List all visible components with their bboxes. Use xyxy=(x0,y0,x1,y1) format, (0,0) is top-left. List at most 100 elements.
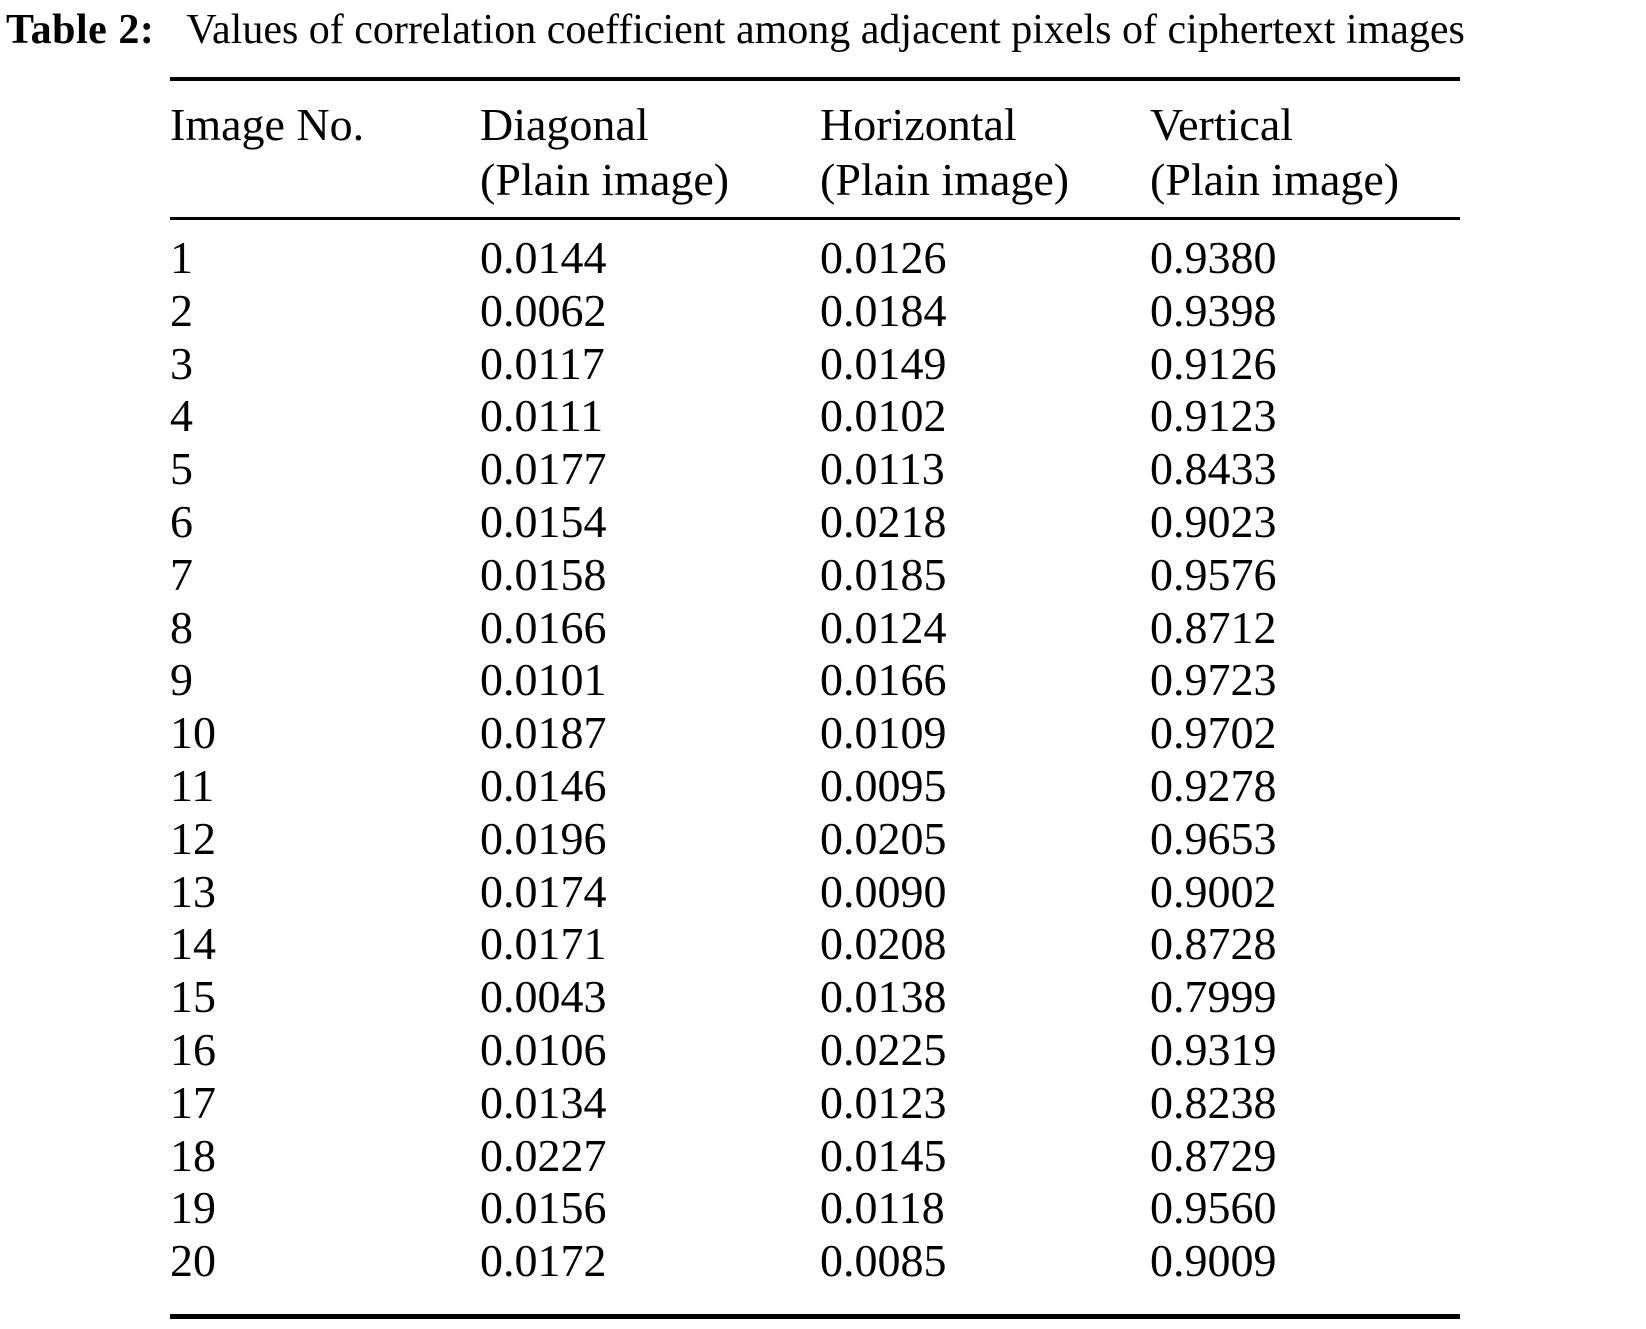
diagonal-cell: 0.0146 xyxy=(480,759,607,811)
column-header-line2: (Plain image) xyxy=(820,154,1070,205)
horizontal-cell: 0.0124 xyxy=(820,601,947,653)
diagonal-cell: 0.0227 xyxy=(480,1129,607,1181)
vertical-cell: 0.9123 xyxy=(1150,390,1277,442)
image-no-cell: 6 xyxy=(170,495,193,547)
image-no-cell: 7 xyxy=(170,548,193,600)
image-no-cell: 3 xyxy=(170,337,193,389)
horizontal-cell: 0.0113 xyxy=(820,443,945,495)
image-no-cell: 11 xyxy=(170,759,215,811)
column-header-vertical: Vertical (Plain image) xyxy=(1150,97,1460,207)
column-header-line1: Diagonal xyxy=(480,99,649,150)
horizontal-cell: 0.0225 xyxy=(820,1023,947,1075)
vertical-cell: 0.8433 xyxy=(1150,443,1277,495)
image-no-cell: 12 xyxy=(170,812,216,864)
diagonal-cell: 0.0144 xyxy=(480,232,607,283)
diagonal-cell: 0.0156 xyxy=(480,1182,607,1234)
vertical-cell: 0.9126 xyxy=(1150,337,1277,389)
vertical-cell: 0.9278 xyxy=(1150,759,1277,811)
image-no-cell: 8 xyxy=(170,601,193,653)
diagonal-cell: 0.0154 xyxy=(480,495,607,547)
image-no-cell: 9 xyxy=(170,654,193,706)
diagonal-cell: 0.0111 xyxy=(480,390,604,442)
table-caption-label: Table 2: xyxy=(6,7,155,53)
vertical-cell: 0.9319 xyxy=(1150,1023,1277,1075)
column-header-line2: (Plain image) xyxy=(480,154,730,205)
column-header-line1: Vertical xyxy=(1150,99,1294,150)
table-body: 1 0.0144 0.0126 0.9380 2 0.0062 0.0184 0.9398 3 0… xyxy=(170,220,1460,1314)
table-row: 4 0.0111 0.0102 0.9123 xyxy=(170,390,1460,443)
diagonal-cell: 0.0172 xyxy=(480,1235,607,1287)
diagonal-cell: 0.0174 xyxy=(480,865,607,917)
image-no-cell: 5 xyxy=(170,443,193,495)
image-no-cell: 20 xyxy=(170,1235,216,1287)
horizontal-cell: 0.0123 xyxy=(820,1076,947,1128)
table-header-rule xyxy=(170,217,1460,220)
horizontal-cell: 0.0090 xyxy=(820,865,947,917)
image-no-cell: 18 xyxy=(170,1129,216,1181)
table-row: 9 0.0101 0.0166 0.9723 xyxy=(170,654,1460,707)
vertical-cell: 0.9023 xyxy=(1150,495,1277,547)
table-row: 20 0.0172 0.0085 0.9009 xyxy=(170,1235,1460,1288)
table-row: 3 0.0117 0.0149 0.9126 xyxy=(170,338,1460,391)
horizontal-cell: 0.0208 xyxy=(820,918,947,970)
vertical-cell: 0.8238 xyxy=(1150,1076,1277,1128)
diagonal-cell: 0.0106 xyxy=(480,1023,607,1075)
table-row: 17 0.0134 0.0123 0.8238 xyxy=(170,1077,1460,1130)
horizontal-cell: 0.0109 xyxy=(820,707,947,759)
image-no-cell: 14 xyxy=(170,918,216,970)
correlation-table: Image No. Diagonal (Plain image) Horizon… xyxy=(170,77,1460,1319)
table-caption-text: Values of correlation coefficient among … xyxy=(186,7,1465,53)
table-header-row: Image No. Diagonal (Plain image) Horizon… xyxy=(170,81,1460,217)
table-row: 14 0.0171 0.0208 0.8728 xyxy=(170,918,1460,971)
table-row: 6 0.0154 0.0218 0.9023 xyxy=(170,496,1460,549)
image-no-cell: 13 xyxy=(170,865,216,917)
horizontal-cell: 0.0145 xyxy=(820,1129,947,1181)
vertical-cell: 0.8712 xyxy=(1150,601,1277,653)
column-header-line1: Image No. xyxy=(170,99,365,150)
diagonal-cell: 0.0177 xyxy=(480,443,607,495)
horizontal-cell: 0.0166 xyxy=(820,654,947,706)
diagonal-cell: 0.0158 xyxy=(480,548,607,600)
table-bottom-rule xyxy=(170,1313,1460,1319)
vertical-cell: 0.9560 xyxy=(1150,1182,1277,1234)
horizontal-cell: 0.0118 xyxy=(820,1182,945,1234)
horizontal-cell: 0.0085 xyxy=(820,1235,947,1287)
horizontal-cell: 0.0149 xyxy=(820,337,947,389)
horizontal-cell: 0.0185 xyxy=(820,548,947,600)
horizontal-cell: 0.0102 xyxy=(820,390,947,442)
vertical-cell: 0.9009 xyxy=(1150,1235,1277,1287)
horizontal-cell: 0.0218 xyxy=(820,495,947,547)
image-no-cell: 1 xyxy=(170,232,193,283)
diagonal-cell: 0.0117 xyxy=(480,337,605,389)
image-no-cell: 4 xyxy=(170,390,193,442)
vertical-cell: 0.9653 xyxy=(1150,812,1277,864)
table-row: 15 0.0043 0.0138 0.7999 xyxy=(170,971,1460,1024)
diagonal-cell: 0.0196 xyxy=(480,812,607,864)
vertical-cell: 0.9002 xyxy=(1150,865,1277,917)
diagonal-cell: 0.0187 xyxy=(480,707,607,759)
table-row: 12 0.0196 0.0205 0.9653 xyxy=(170,813,1460,866)
table-row: 5 0.0177 0.0113 0.8433 xyxy=(170,443,1460,496)
table-row: 7 0.0158 0.0185 0.9576 xyxy=(170,549,1460,602)
diagonal-cell: 0.0134 xyxy=(480,1076,607,1128)
column-header-line1: Horizontal xyxy=(820,99,1017,150)
table-row: 2 0.0062 0.0184 0.9398 xyxy=(170,285,1460,338)
column-header-diagonal: Diagonal (Plain image) xyxy=(480,97,820,207)
horizontal-cell: 0.0184 xyxy=(820,284,947,336)
column-header-image-no: Image No. xyxy=(170,97,480,207)
vertical-cell: 0.9702 xyxy=(1150,707,1277,759)
diagonal-cell: 0.0043 xyxy=(480,971,607,1023)
image-no-cell: 16 xyxy=(170,1023,216,1075)
vertical-cell: 0.8729 xyxy=(1150,1129,1277,1181)
column-header-line2: (Plain image) xyxy=(1150,154,1400,205)
vertical-cell: 0.9380 xyxy=(1150,232,1277,283)
table-row: 8 0.0166 0.0124 0.8712 xyxy=(170,602,1460,655)
horizontal-cell: 0.0095 xyxy=(820,759,947,811)
horizontal-cell: 0.0138 xyxy=(820,971,947,1023)
table-top-rule xyxy=(170,77,1460,81)
table-caption: Table 2: Values of correlation coefficien… xyxy=(6,4,1644,57)
table-row: 10 0.0187 0.0109 0.9702 xyxy=(170,707,1460,760)
diagonal-cell: 0.0166 xyxy=(480,601,607,653)
diagonal-cell: 0.0101 xyxy=(480,654,607,706)
